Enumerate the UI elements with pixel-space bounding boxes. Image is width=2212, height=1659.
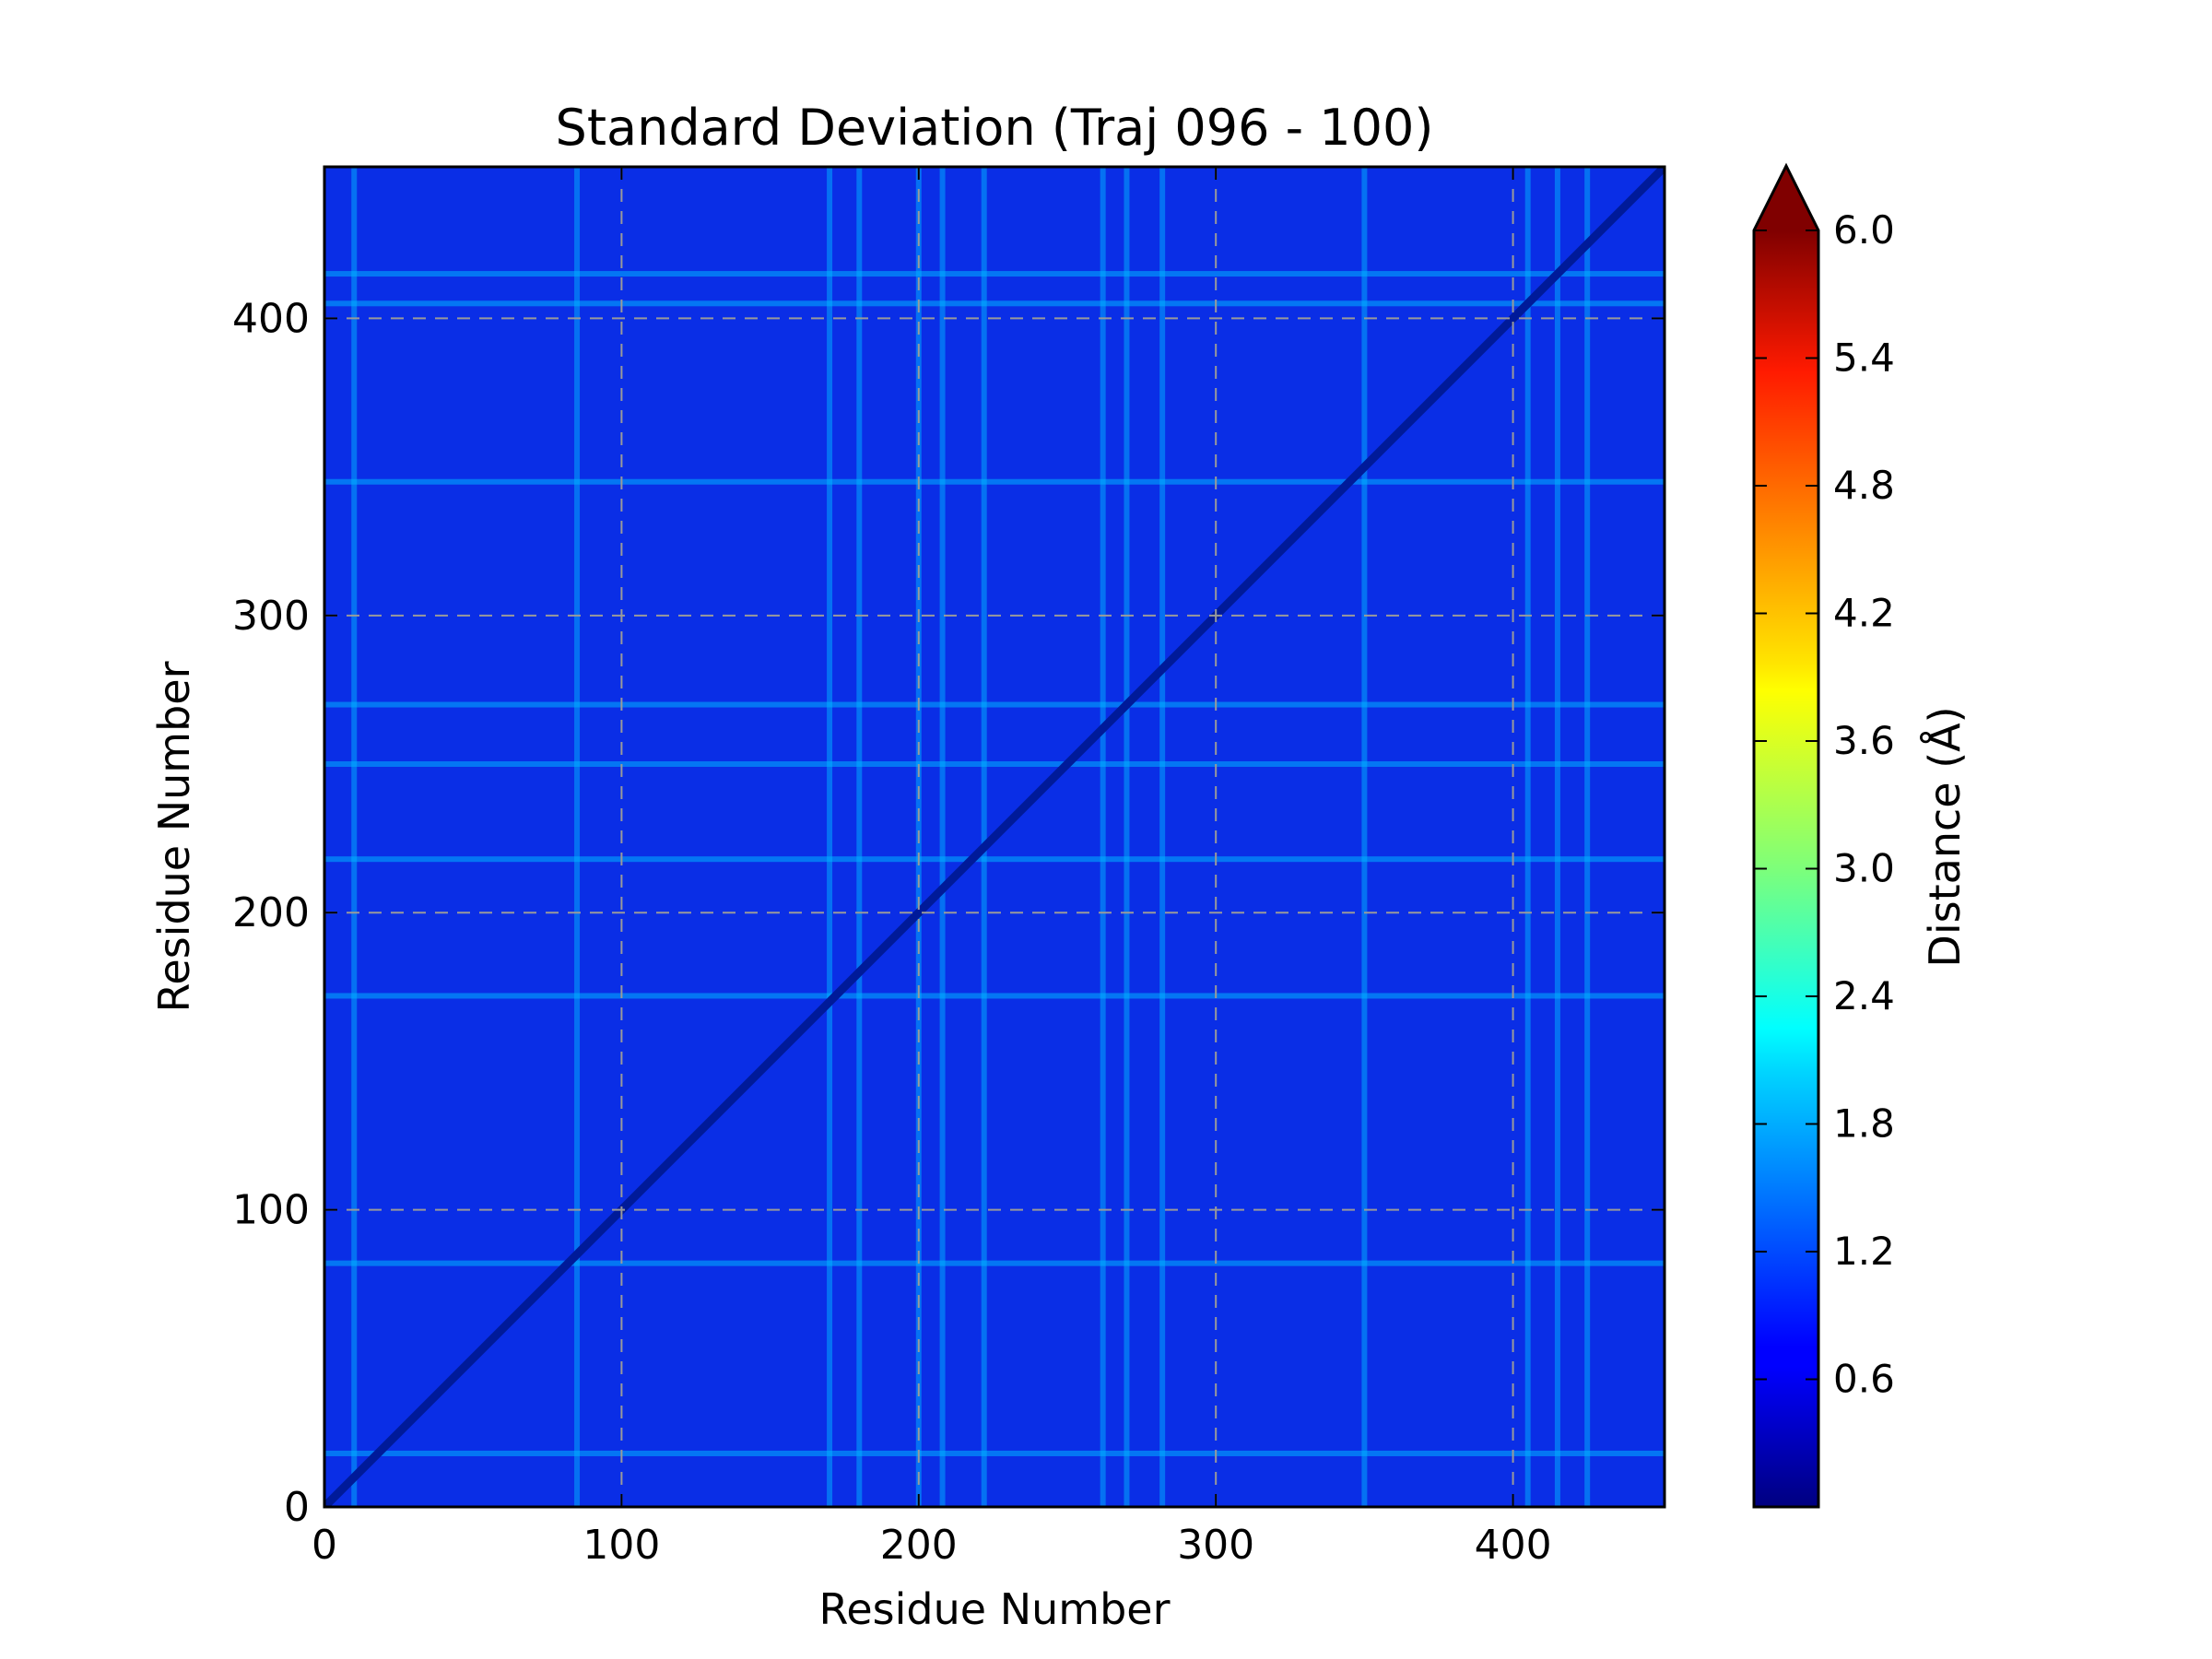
bright-row-band [324, 1450, 1665, 1456]
colorbar-extend-max [1754, 166, 1818, 230]
colorbar-outline [1752, 162, 1820, 1509]
x-tick-label: 200 [880, 1522, 958, 1569]
x-tick-label: 300 [1177, 1522, 1254, 1569]
bright-row-band [324, 993, 1665, 999]
x-tick-label: 100 [582, 1522, 660, 1569]
bright-row-band [324, 478, 1665, 485]
y-axis-ticks: 0 100 200 300 400 [232, 295, 1665, 1531]
colorbar-tick-label: 5.4 [1833, 335, 1895, 381]
y-tick-label: 200 [232, 889, 310, 936]
y-tick-label: 0 [284, 1484, 310, 1531]
bright-col-band [1159, 167, 1166, 1507]
bright-col-band [1361, 167, 1368, 1507]
grid-lines [324, 167, 1665, 1507]
bright-col-band [1100, 167, 1106, 1507]
colorbar-tick-label: 4.2 [1833, 591, 1895, 636]
colorbar-tick-label: 6.0 [1833, 207, 1895, 253]
bright-col-band [574, 167, 581, 1507]
colorbar-tick-label: 1.2 [1833, 1229, 1895, 1274]
chart-title: Standard Deviation (Traj 096 - 100) [556, 99, 1434, 157]
bright-col-band [981, 167, 987, 1507]
bright-col-band [827, 167, 833, 1507]
heatmap-bands [324, 167, 1665, 1507]
bright-col-band [1124, 167, 1130, 1507]
bright-col-band [939, 167, 946, 1507]
heatmap-diagonal [324, 167, 1665, 1507]
bright-row-band [324, 271, 1665, 277]
bright-col-band [1524, 167, 1531, 1507]
x-tick-label: 400 [1475, 1522, 1552, 1569]
y-axis-label: Residue Number [149, 661, 199, 1012]
colorbar-tick-label: 4.8 [1833, 463, 1895, 508]
bright-row-band [324, 761, 1665, 768]
bright-row-band [324, 1260, 1665, 1266]
x-tick-label: 0 [312, 1522, 337, 1569]
bright-row-band [324, 300, 1665, 307]
colorbar: 0.6 1.2 1.8 2.4 3.0 3.6 4.2 4.8 5.4 6.0 [1752, 162, 1895, 1509]
colorbar-tick-label: 3.0 [1833, 846, 1895, 891]
bright-row-band [324, 701, 1665, 708]
colorbar-tick-label: 3.6 [1833, 718, 1895, 763]
bright-col-band [856, 167, 863, 1507]
plot-frame [323, 165, 1666, 1509]
bright-row-band [324, 856, 1665, 863]
colorbar-label: Distance (Å) [1920, 706, 1970, 967]
colorbar-tick-label: 1.8 [1833, 1101, 1895, 1147]
bright-col-band [1584, 167, 1591, 1507]
y-tick-label: 100 [232, 1187, 310, 1234]
x-axis-label: Residue Number [818, 1584, 1170, 1634]
bright-col-band [351, 167, 358, 1507]
heatmap-area [324, 167, 1665, 1507]
y-tick-label: 400 [232, 295, 310, 342]
colorbar-ticks: 0.6 1.2 1.8 2.4 3.0 3.6 4.2 4.8 5.4 6.0 [1754, 207, 1895, 1402]
bright-col-band [1554, 167, 1560, 1507]
y-tick-label: 300 [232, 593, 310, 640]
x-axis-ticks: 0 100 200 300 400 [312, 167, 1552, 1569]
colorbar-tick-label: 0.6 [1833, 1357, 1895, 1402]
colorbar-tick-label: 2.4 [1833, 973, 1895, 1018]
